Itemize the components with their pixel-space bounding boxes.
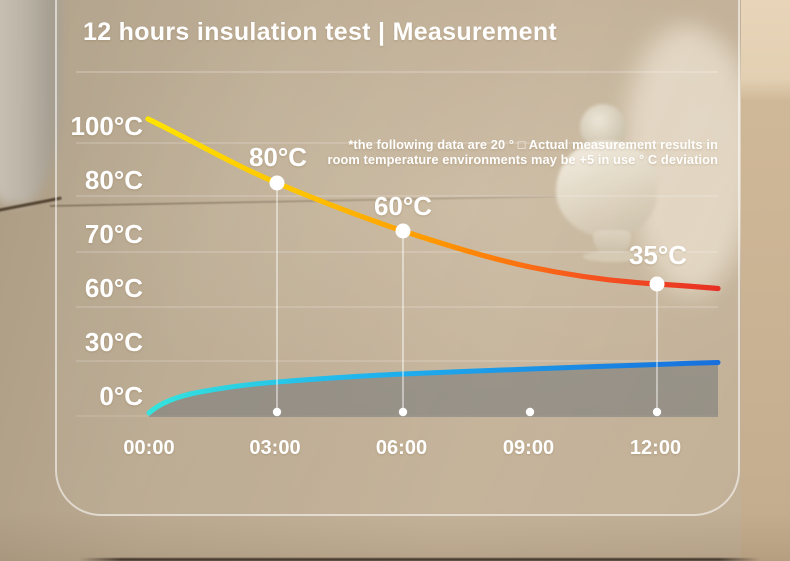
page-title: 12 hours insulation test | Measurement xyxy=(83,18,558,46)
y-axis-label-60c: 60°C xyxy=(84,273,143,303)
point-drop-lines xyxy=(276,188,658,410)
y-axis-label-100c: 100°C xyxy=(70,111,143,141)
sculpture-base xyxy=(583,251,641,262)
disclaimer-line-1: *the following data are 20 ° □ Actual me… xyxy=(348,137,718,152)
y-axis-label-0c: 0°C xyxy=(99,381,143,411)
x-axis-label-0900: 09:00 xyxy=(502,437,555,459)
y-axis-label-30c: 30°C xyxy=(84,327,143,357)
point-label-60c: 60°C xyxy=(373,191,433,221)
axis-dots xyxy=(272,407,662,417)
point-label-35c: 35°C xyxy=(628,240,688,270)
photo-right-strip xyxy=(741,0,790,561)
y-axis-label-80c: 80°C xyxy=(84,165,143,195)
disclaimer-text: *the following data are 20 ° □ Actual me… xyxy=(327,137,718,167)
blurred-white-object-left xyxy=(0,0,60,204)
disclaimer-line-2: room temperature environments may be +5 … xyxy=(327,151,718,167)
table-surface-shading xyxy=(0,510,790,561)
x-axis-label-0600: 06:00 xyxy=(375,437,428,459)
chart-panel xyxy=(55,0,740,516)
x-axis-label-0300: 03:00 xyxy=(249,437,301,459)
cold-temperature-line xyxy=(146,360,721,416)
table-front-edge xyxy=(80,558,760,561)
x-axis-label-1200: 12:00 xyxy=(629,437,682,459)
sculpture-body xyxy=(556,141,657,237)
cold-area-fill xyxy=(149,362,718,417)
data-point-markers xyxy=(269,175,665,292)
y-axis-label-70c: 70°C xyxy=(84,219,143,249)
point-label-80c: 80°C xyxy=(248,142,308,172)
x-axis-label-0000: 00:00 xyxy=(123,437,175,459)
